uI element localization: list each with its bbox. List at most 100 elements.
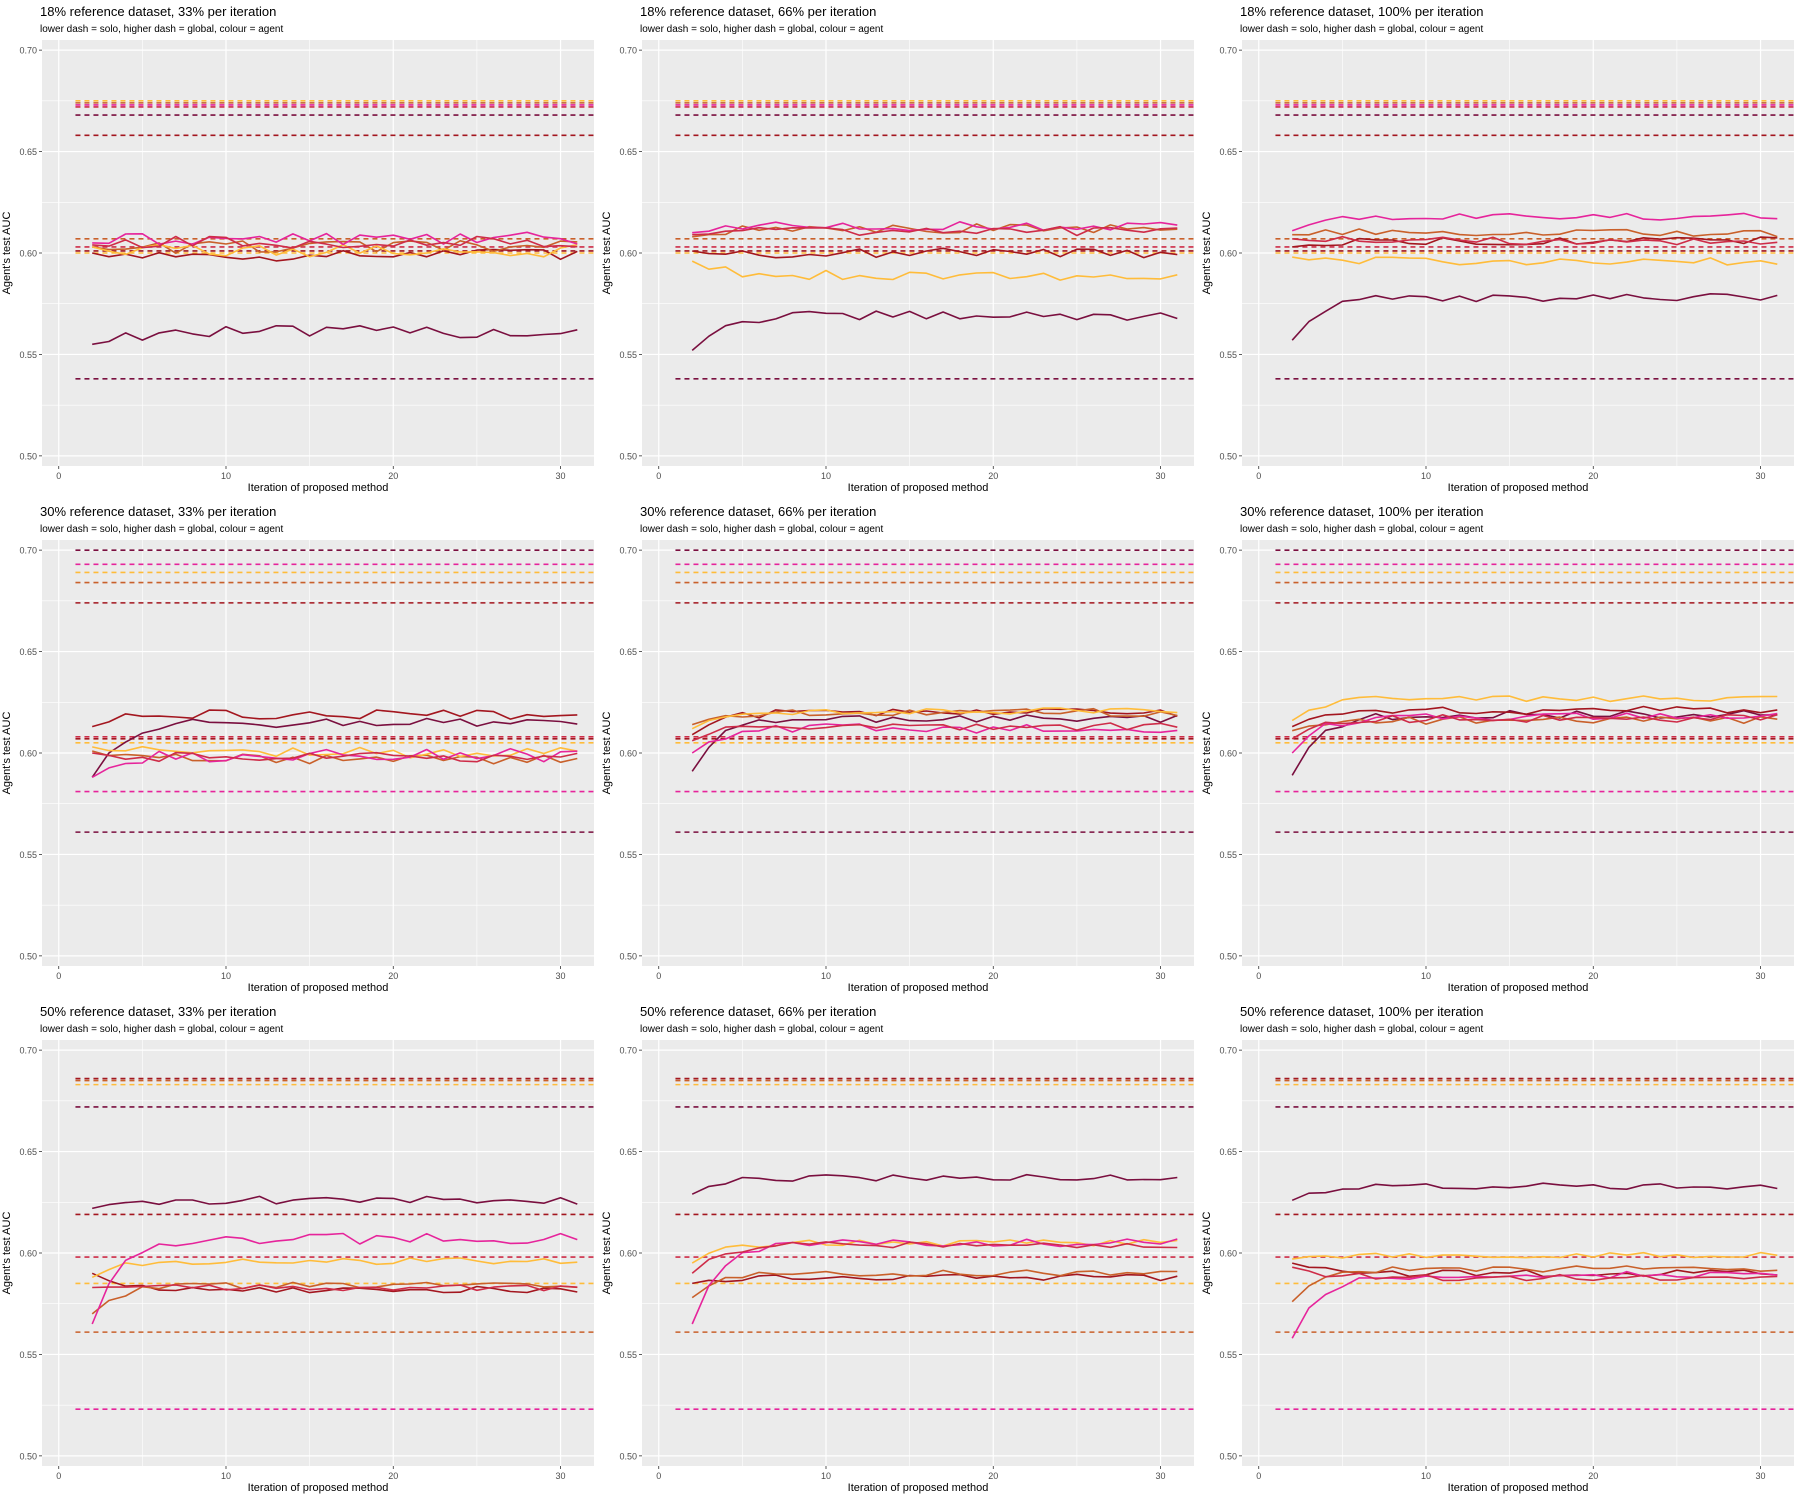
y-tick-label: 0.50 <box>619 1451 637 1461</box>
y-tick-label: 0.50 <box>1219 451 1237 461</box>
chart-subtitle: lower dash = solo, higher dash = global,… <box>40 24 283 35</box>
x-tick-label: 0 <box>656 971 661 981</box>
y-tick-label: 0.50 <box>1219 1451 1237 1461</box>
y-tick-label: 0.55 <box>1219 350 1237 360</box>
series-line-agent-6 <box>92 235 578 249</box>
y-tick-label: 0.55 <box>619 350 637 360</box>
series-line-agent-6 <box>92 1284 578 1292</box>
x-tick-label: 10 <box>821 471 831 481</box>
x-axis-label: Iteration of proposed method <box>1448 982 1589 994</box>
x-tick-label: 20 <box>1588 471 1598 481</box>
y-tick-label: 0.65 <box>1219 147 1237 157</box>
series-line-agent-4 <box>1291 695 1778 722</box>
y-tick-label: 0.65 <box>619 647 637 657</box>
series-line-agent-3 <box>92 240 578 254</box>
chart-title: 18% reference dataset, 66% per iteration <box>640 4 876 19</box>
chart-title: 18% reference dataset, 100% per iteratio… <box>1240 4 1484 19</box>
series-line-agent-1 <box>1291 1182 1778 1202</box>
series-line-agent-5 <box>692 221 1178 234</box>
chart-subtitle: lower dash = solo, higher dash = global,… <box>1240 524 1483 535</box>
x-tick-label: 0 <box>56 1471 61 1481</box>
series-line-agent-6 <box>1292 1266 1778 1282</box>
chart-panel-5: 30% reference dataset, 66% per iteration… <box>601 504 1194 994</box>
series-line-agent-2 <box>692 1273 1178 1285</box>
chart-title: 50% reference dataset, 100% per iteratio… <box>1240 1004 1484 1019</box>
y-axis-label: Agent's test AUC <box>601 1212 613 1295</box>
series-line-agent-6 <box>92 751 578 763</box>
x-tick-label: 30 <box>1156 1471 1166 1481</box>
series-line-agent-2 <box>1291 705 1778 728</box>
x-axis-label: Iteration of proposed method <box>248 482 389 494</box>
x-tick-label: 0 <box>1256 1471 1261 1481</box>
x-tick-label: 0 <box>656 471 661 481</box>
y-tick-label: 0.50 <box>19 451 37 461</box>
y-axis-label: Agent's test AUC <box>1201 212 1213 295</box>
series-line-agent-6 <box>691 1241 1178 1274</box>
series-line-agent-4 <box>1292 256 1778 266</box>
chart-title: 30% reference dataset, 33% per iteration <box>40 504 276 519</box>
x-axis-label: Iteration of proposed method <box>1448 482 1589 494</box>
series-line-agent-3 <box>691 1269 1178 1299</box>
series-line-agent-2 <box>691 707 1178 736</box>
x-axis-label: Iteration of proposed method <box>248 1482 389 1494</box>
chart-subtitle: lower dash = solo, higher dash = global,… <box>640 24 883 35</box>
chart-subtitle: lower dash = solo, higher dash = global,… <box>40 524 283 535</box>
chart-panel-2: 18% reference dataset, 66% per iteration… <box>601 4 1194 494</box>
y-tick-label: 0.55 <box>19 850 37 860</box>
x-tick-label: 20 <box>1588 971 1598 981</box>
x-tick-label: 20 <box>988 1471 998 1481</box>
y-tick-label: 0.70 <box>19 546 37 556</box>
series-line-agent-4 <box>91 1257 578 1279</box>
x-axis-label: Iteration of proposed method <box>848 482 989 494</box>
y-tick-label: 0.70 <box>1219 46 1237 56</box>
y-tick-label: 0.55 <box>1219 1350 1237 1360</box>
x-tick-label: 10 <box>1421 471 1431 481</box>
y-tick-label: 0.55 <box>1219 850 1237 860</box>
series-line-agent-4 <box>92 243 578 258</box>
series-line-agent-1 <box>691 310 1178 352</box>
x-tick-label: 30 <box>1756 471 1766 481</box>
y-axis-label: Agent's test AUC <box>601 712 613 795</box>
chart-title: 30% reference dataset, 100% per iteratio… <box>1240 504 1484 519</box>
series-line-agent-5 <box>1291 212 1778 232</box>
y-tick-label: 0.60 <box>619 249 637 259</box>
y-tick-label: 0.60 <box>619 749 637 759</box>
series-line-agent-1 <box>91 717 578 778</box>
y-axis-label: Agent's test AUC <box>1201 1212 1213 1295</box>
y-tick-label: 0.55 <box>19 350 37 360</box>
x-tick-label: 20 <box>388 1471 398 1481</box>
y-tick-label: 0.55 <box>619 1350 637 1360</box>
series-line-agent-6 <box>1292 235 1778 246</box>
y-tick-label: 0.70 <box>619 1046 637 1056</box>
x-tick-label: 30 <box>1156 971 1166 981</box>
x-tick-label: 0 <box>1256 471 1261 481</box>
x-tick-label: 10 <box>1421 971 1431 981</box>
y-axis-label: Agent's test AUC <box>1 1212 13 1295</box>
chart-panel-8: 50% reference dataset, 66% per iteration… <box>601 1004 1194 1494</box>
x-tick-label: 20 <box>388 471 398 481</box>
x-tick-label: 10 <box>1421 1471 1431 1481</box>
chart-panel-9: 50% reference dataset, 100% per iteratio… <box>1201 1004 1794 1494</box>
x-tick-label: 30 <box>556 471 566 481</box>
x-tick-label: 10 <box>821 1471 831 1481</box>
series-line-agent-3 <box>1291 1265 1778 1303</box>
x-tick-label: 10 <box>221 1471 231 1481</box>
x-tick-label: 30 <box>1756 971 1766 981</box>
x-tick-label: 20 <box>388 971 398 981</box>
chart-panel-4: 30% reference dataset, 33% per iteration… <box>1 504 594 994</box>
y-tick-label: 0.65 <box>19 1147 37 1157</box>
y-axis-label: Agent's test AUC <box>1 712 13 795</box>
y-tick-label: 0.60 <box>1219 249 1237 259</box>
x-axis-label: Iteration of proposed method <box>248 982 389 994</box>
series-line-agent-1 <box>691 1173 1178 1195</box>
y-tick-label: 0.65 <box>19 647 37 657</box>
chart-subtitle: lower dash = solo, higher dash = global,… <box>40 1024 283 1035</box>
x-tick-label: 0 <box>1256 971 1261 981</box>
chart-panel-3: 18% reference dataset, 100% per iteratio… <box>1201 4 1794 494</box>
series-line-agent-6 <box>691 722 1178 742</box>
y-tick-label: 0.70 <box>1219 1046 1237 1056</box>
series-line-agent-5 <box>91 1232 578 1325</box>
y-tick-label: 0.65 <box>619 147 637 157</box>
x-tick-label: 30 <box>556 1471 566 1481</box>
chart-panel-1: 18% reference dataset, 33% per iteration… <box>1 4 594 494</box>
